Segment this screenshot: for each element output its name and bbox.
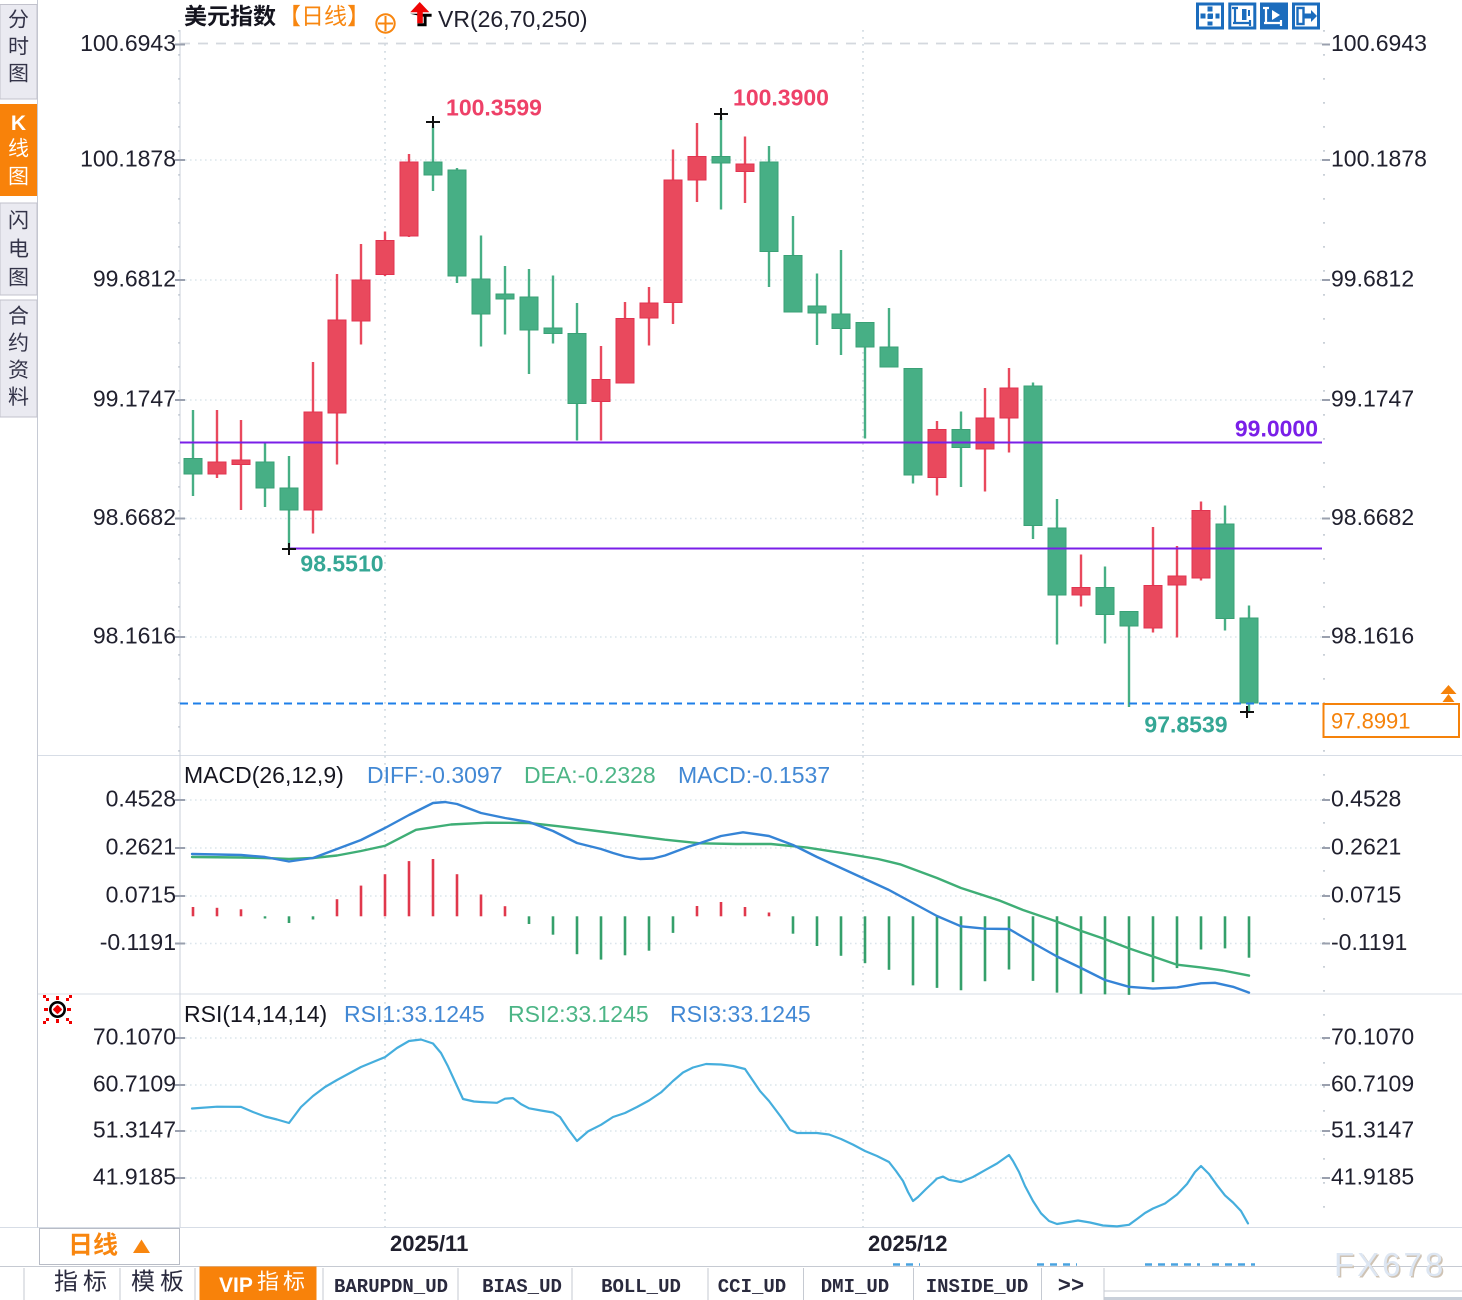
svg-text:>>: >> (1058, 1274, 1084, 1299)
svg-text:98.6682: 98.6682 (93, 504, 176, 530)
svg-text:MACD:-0.1537: MACD:-0.1537 (678, 762, 830, 788)
svg-text:99.6812: 99.6812 (93, 266, 176, 292)
svg-text:DIFF:-0.3097: DIFF:-0.3097 (367, 762, 503, 788)
svg-text:BOLL_UD: BOLL_UD (601, 1276, 681, 1298)
svg-text:-0.1191: -0.1191 (1331, 929, 1407, 955)
svg-text:VIP: VIP (219, 1274, 253, 1297)
svg-text:70.1070: 70.1070 (93, 1024, 176, 1050)
svg-text:0.4528: 0.4528 (1331, 786, 1401, 812)
svg-text:98.1616: 98.1616 (93, 623, 176, 649)
svg-text:2025/11: 2025/11 (390, 1231, 468, 1256)
svg-text:98.6682: 98.6682 (1331, 504, 1414, 530)
svg-text:DMI_UD: DMI_UD (821, 1276, 889, 1298)
svg-text:100.3599: 100.3599 (446, 95, 542, 121)
svg-text:DEA:-0.2328: DEA:-0.2328 (524, 762, 656, 788)
svg-text:100.3900: 100.3900 (733, 85, 829, 111)
svg-text:0.4528: 0.4528 (106, 786, 176, 812)
svg-text:0.2621: 0.2621 (106, 834, 176, 860)
svg-text:100.1878: 100.1878 (1331, 146, 1427, 172)
svg-text:RSI(14,14,14): RSI(14,14,14) (184, 1001, 327, 1027)
svg-text:100.6943: 100.6943 (1331, 30, 1427, 56)
svg-text:RSI2:33.1245: RSI2:33.1245 (508, 1001, 649, 1027)
svg-text:97.8539: 97.8539 (1144, 712, 1227, 738)
svg-text:RSI1:33.1245: RSI1:33.1245 (344, 1001, 485, 1027)
svg-text:98.5510: 98.5510 (300, 551, 383, 577)
svg-text:0.0715: 0.0715 (106, 882, 176, 908)
svg-text:K: K (11, 112, 26, 135)
svg-text:FX678: FX678 (1334, 1246, 1446, 1283)
svg-text:97.8991: 97.8991 (1331, 709, 1411, 734)
svg-text:FX678: FX678 (1336, 1248, 1448, 1285)
svg-text:-0.1191: -0.1191 (100, 929, 176, 955)
svg-text:100.1878: 100.1878 (80, 146, 176, 172)
svg-text:99.1747: 99.1747 (93, 386, 176, 412)
svg-text:60.7109: 60.7109 (93, 1071, 176, 1097)
svg-text:CCI_UD: CCI_UD (718, 1276, 786, 1298)
svg-text:41.9185: 41.9185 (93, 1164, 176, 1190)
svg-text:BARUPDN_UD: BARUPDN_UD (334, 1276, 448, 1298)
svg-text:2025/12: 2025/12 (868, 1231, 948, 1256)
svg-text:RSI3:33.1245: RSI3:33.1245 (670, 1001, 811, 1027)
svg-text:41.9185: 41.9185 (1331, 1164, 1414, 1190)
svg-text:BIAS_UD: BIAS_UD (482, 1276, 562, 1298)
svg-text:99.0000: 99.0000 (1235, 416, 1318, 442)
svg-text:0.2621: 0.2621 (1331, 834, 1401, 860)
svg-text:VR(26,70,250): VR(26,70,250) (438, 6, 588, 32)
svg-text:100.6943: 100.6943 (80, 30, 176, 56)
svg-text:51.3147: 51.3147 (93, 1117, 176, 1143)
svg-text:51.3147: 51.3147 (1331, 1117, 1414, 1143)
svg-text:60.7109: 60.7109 (1331, 1071, 1414, 1097)
svg-text:0.0715: 0.0715 (1331, 882, 1401, 908)
svg-text:98.1616: 98.1616 (1331, 623, 1414, 649)
svg-text:INSIDE_UD: INSIDE_UD (926, 1276, 1029, 1298)
svg-text:MACD(26,12,9): MACD(26,12,9) (184, 762, 344, 788)
svg-text:99.1747: 99.1747 (1331, 386, 1414, 412)
svg-text:99.6812: 99.6812 (1331, 266, 1414, 292)
svg-text:70.1070: 70.1070 (1331, 1024, 1414, 1050)
